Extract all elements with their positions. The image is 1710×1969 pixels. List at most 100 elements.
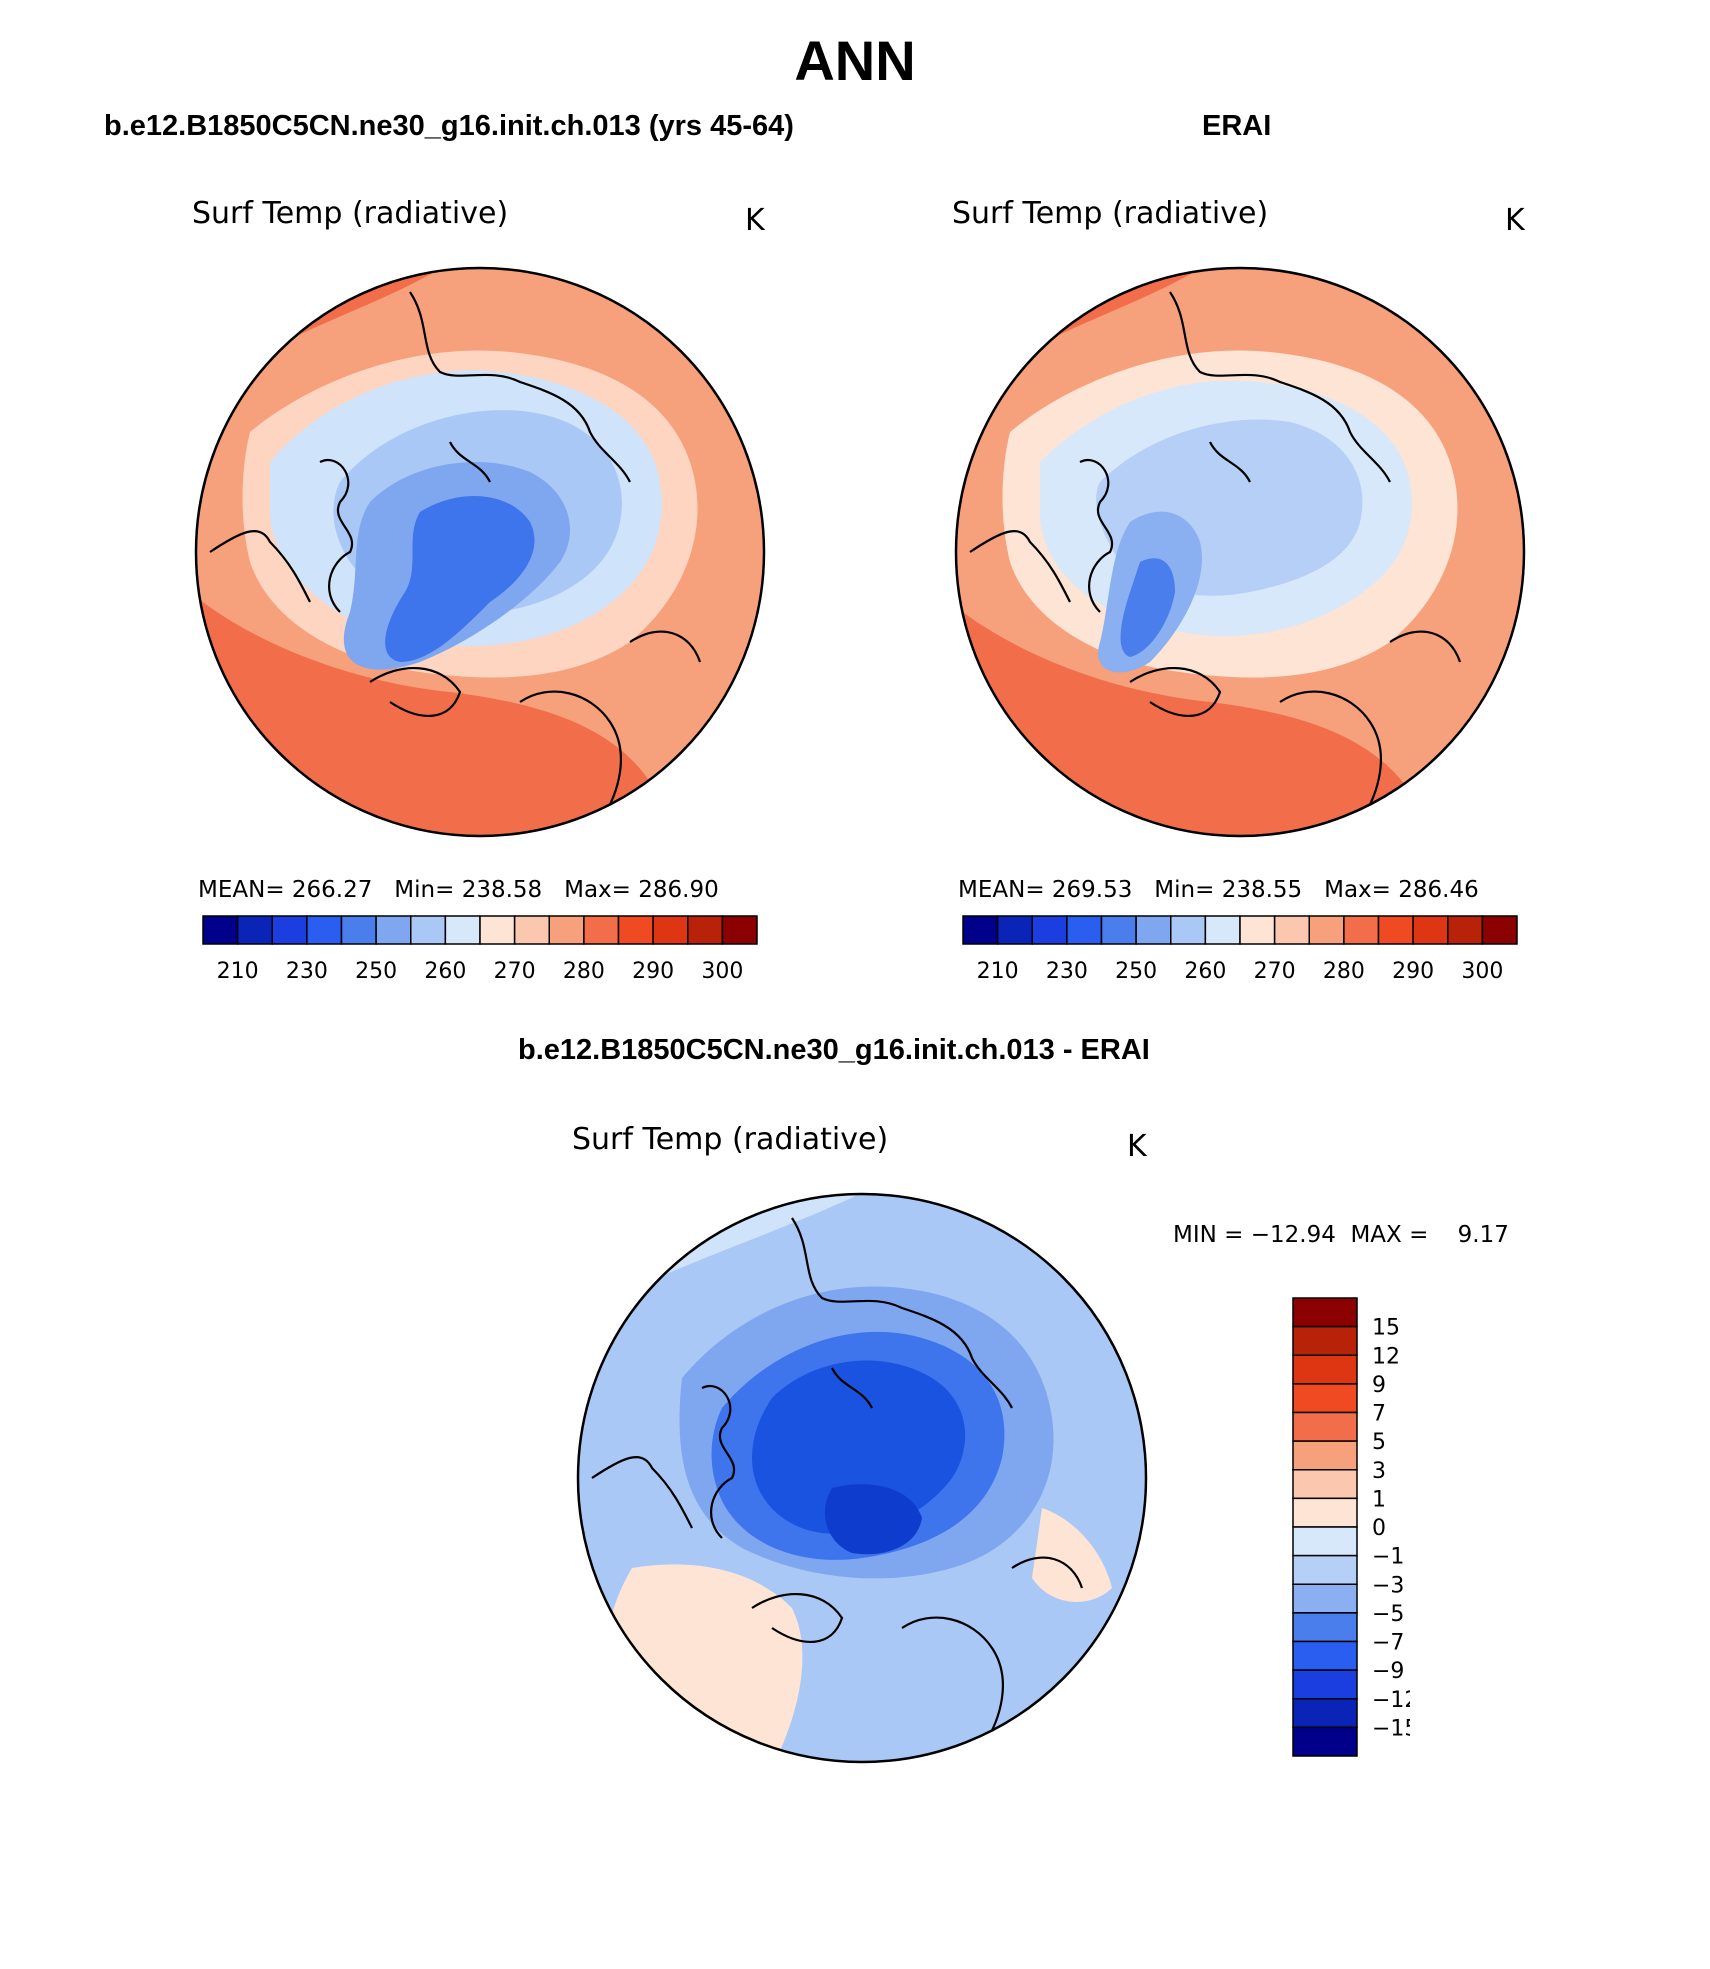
colorbar-tick-label: 15 xyxy=(1372,1316,1400,1341)
colorbar-tick-label: 250 xyxy=(355,959,397,984)
colorbar-box xyxy=(1031,915,1068,945)
colorbar-tick-label: 290 xyxy=(1392,959,1434,984)
obs-colorbar-tick-labels: 210 230 250 260 270 280 290 300 xyxy=(977,959,1504,984)
colorbar-tick-label: 0 xyxy=(1372,1516,1386,1541)
obs-stats: MEAN= 269.53 Min= 238.55 Max= 286.46 xyxy=(958,877,1479,903)
obs-map-border xyxy=(954,266,1526,838)
colorbar-tick-label: 1 xyxy=(1372,1487,1386,1512)
colorbar-tick-label: 300 xyxy=(1461,959,1503,984)
obs-map-cold-zone-4 xyxy=(1120,558,1175,657)
model-stats: MEAN= 266.27 Min= 238.58 Max= 286.90 xyxy=(198,877,719,903)
colorbar-tick-label: −1 xyxy=(1372,1545,1404,1570)
colorbar-box xyxy=(1447,915,1484,945)
colorbar-tick-label: −5 xyxy=(1372,1602,1404,1627)
colorbar-tick-label: 280 xyxy=(563,959,605,984)
colorbar-box xyxy=(583,915,620,945)
colorbar-box xyxy=(1292,1698,1358,1729)
colorbar-box xyxy=(1377,915,1414,945)
model-map-cold-zone-4 xyxy=(385,495,535,662)
colorbar-box xyxy=(1135,915,1172,945)
diff-map-warm-atlantic xyxy=(601,1564,803,1762)
colorbar-tick-label: 210 xyxy=(217,959,259,984)
model-map-border xyxy=(194,266,766,838)
obs-colorbar-boxes xyxy=(962,915,1518,945)
colorbar-box xyxy=(1292,1526,1358,1557)
diff-map-cold-zone-3 xyxy=(824,1484,922,1555)
colorbar-tick-label: −7 xyxy=(1372,1631,1404,1656)
colorbar-box xyxy=(1343,915,1380,945)
diff-colorbar: 15 12 9 7 5 3 1 0 −1 −3 −5 −7 −9 −12 −15 xyxy=(1292,1297,1410,1757)
colorbar-tick-label: 230 xyxy=(286,959,328,984)
colorbar-box xyxy=(1292,1383,1358,1414)
diff-map-border xyxy=(576,1192,1148,1764)
diff-variable-label: Surf Temp (radiative) xyxy=(572,1122,889,1157)
colorbar-box xyxy=(1273,915,1310,945)
model-units-label: K xyxy=(745,203,765,238)
colorbar-tick-label: 250 xyxy=(1115,959,1157,984)
model-colorbar-boxes xyxy=(202,915,758,945)
colorbar-tick-label: 5 xyxy=(1372,1430,1386,1455)
colorbar-tick-label: 260 xyxy=(424,959,466,984)
colorbar-tick-label: 300 xyxy=(701,959,743,984)
colorbar-box xyxy=(1066,915,1103,945)
colorbar-box xyxy=(1292,1640,1358,1671)
colorbar-box xyxy=(1292,1583,1358,1614)
colorbar-box xyxy=(687,915,724,945)
diff-map-cold-zone-2 xyxy=(752,1360,966,1534)
colorbar-box xyxy=(1292,1297,1358,1328)
diff-polar-map xyxy=(576,1192,1148,1764)
colorbar-tick-label: −9 xyxy=(1372,1659,1404,1684)
colorbar-box xyxy=(306,915,343,945)
colorbar-box xyxy=(1292,1440,1358,1471)
colorbar-tick-label: 280 xyxy=(1323,959,1365,984)
colorbar-box xyxy=(1292,1554,1358,1585)
colorbar-box xyxy=(1292,1325,1358,1356)
colorbar-box xyxy=(1292,1411,1358,1442)
colorbar-tick-label: 7 xyxy=(1372,1402,1386,1427)
colorbar-box xyxy=(236,915,273,945)
diff-panel-title: b.e12.B1850C5CN.ne30_g16.init.ch.013 - E… xyxy=(518,1034,1150,1066)
model-colorbar: 210 230 250 260 270 280 290 300 xyxy=(202,915,758,984)
colorbar-box xyxy=(1204,915,1241,945)
colorbar-box xyxy=(652,915,689,945)
colorbar-box xyxy=(1292,1669,1358,1700)
colorbar-box xyxy=(1239,915,1276,945)
colorbar-box xyxy=(721,915,758,945)
colorbar-tick-label: 210 xyxy=(977,959,1019,984)
colorbar-box xyxy=(375,915,412,945)
colorbar-tick-label: 3 xyxy=(1372,1459,1386,1484)
colorbar-box xyxy=(479,915,516,945)
obs-units-label: K xyxy=(1505,203,1525,238)
obs-map-coastlines xyxy=(969,291,1497,823)
colorbar-box xyxy=(962,915,999,945)
diff-map-warm-eurasia xyxy=(1032,1508,1112,1602)
colorbar-box xyxy=(548,915,585,945)
colorbar-tick-label: −3 xyxy=(1372,1573,1404,1598)
colorbar-tick-label: 290 xyxy=(632,959,674,984)
colorbar-box xyxy=(1100,915,1137,945)
model-variable-label: Surf Temp (radiative) xyxy=(192,196,509,231)
colorbar-box xyxy=(444,915,481,945)
colorbar-box xyxy=(996,915,1033,945)
colorbar-box xyxy=(1292,1354,1358,1385)
colorbar-tick-label: 12 xyxy=(1372,1344,1400,1369)
colorbar-box xyxy=(1412,915,1449,945)
colorbar-box xyxy=(617,915,654,945)
obs-panel-title: ERAI xyxy=(1202,110,1272,142)
diff-colorbar-tick-labels: 15 12 9 7 5 3 1 0 −1 −3 −5 −7 −9 −12 −15 xyxy=(1372,1316,1410,1742)
colorbar-tick-label: 9 xyxy=(1372,1373,1386,1398)
model-panel-title: b.e12.B1850C5CN.ne30_g16.init.ch.013 (yr… xyxy=(104,110,794,142)
colorbar-tick-label: −12 xyxy=(1372,1688,1410,1713)
colorbar-box xyxy=(202,915,239,945)
colorbar-box xyxy=(1481,915,1518,945)
colorbar-tick-label: −15 xyxy=(1372,1716,1410,1741)
colorbar-tick-label: 270 xyxy=(494,959,536,984)
diff-colorbar-boxes xyxy=(1292,1297,1358,1757)
colorbar-box xyxy=(340,915,377,945)
colorbar-tick-label: 260 xyxy=(1184,959,1226,984)
obs-polar-map xyxy=(954,266,1526,838)
colorbar-tick-label: 230 xyxy=(1046,959,1088,984)
colorbar-box xyxy=(1308,915,1345,945)
obs-colorbar: 210 230 250 260 270 280 290 300 xyxy=(962,915,1518,984)
page-title: ANN xyxy=(794,29,916,92)
